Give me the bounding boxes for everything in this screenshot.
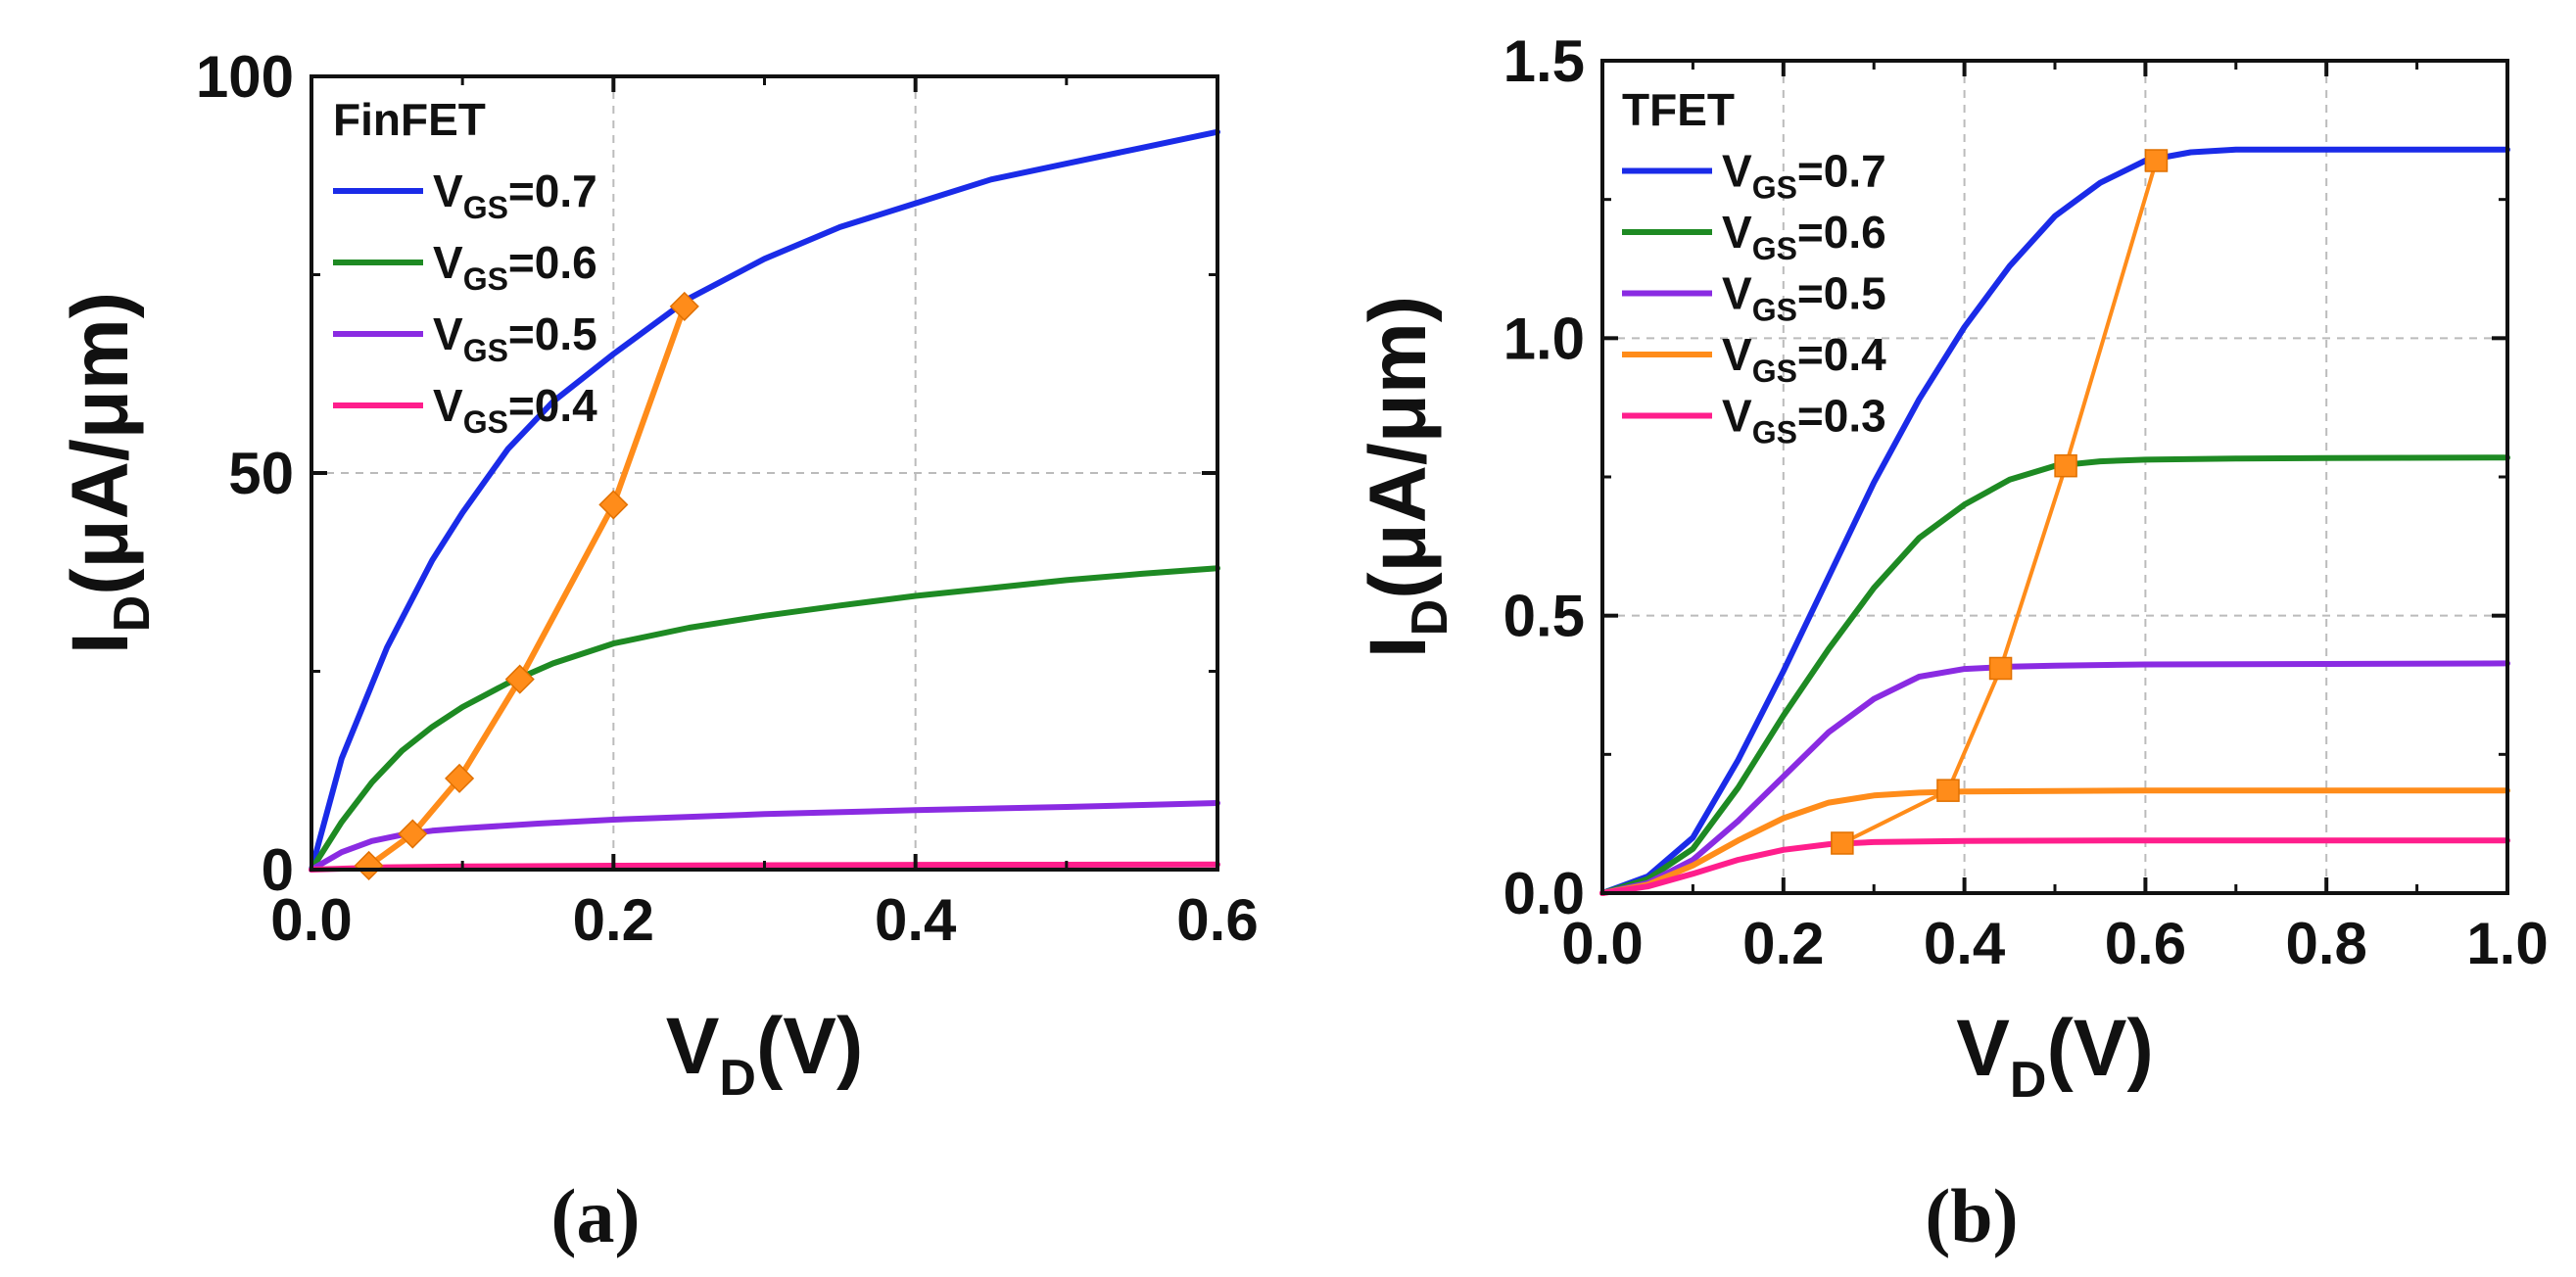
legend-entry-main: V [1722, 268, 1752, 319]
x-tick-label: 0.0 [1561, 911, 1643, 976]
x-tick-label: 0.2 [573, 887, 654, 953]
y-tick-label: 50 [228, 441, 294, 506]
legend-entry-value: =0.4 [1797, 329, 1886, 380]
legend-entry: VGS=0.5 [433, 308, 597, 368]
legend-entry-subscript: GS [463, 333, 508, 368]
legend-entry-value: =0.7 [508, 166, 597, 216]
legend-entry: VGS=0.5 [1722, 268, 1886, 328]
x-tick-label: 0.6 [2105, 911, 2186, 976]
legend-entry-main: V [433, 237, 463, 288]
legend-entry-value: =0.4 [508, 380, 597, 431]
marker-point [2054, 453, 2077, 478]
series-line-v-gs-0-6 [309, 565, 1220, 873]
marker-point [1936, 779, 1960, 802]
series-line-v-gs-0-5 [309, 800, 1220, 873]
marker-point [1988, 656, 2013, 681]
legend-entry-value: =0.6 [508, 237, 597, 288]
legend-entry-main: V [433, 166, 463, 216]
legend-entry-subscript: GS [1752, 354, 1797, 389]
legend-entry-main: V [433, 380, 463, 431]
series-line-v-gs-0-7 [1599, 146, 2510, 896]
x-axis-title-unit: (V) [2046, 1004, 2153, 1093]
x-tick-label: 0.4 [1924, 911, 2006, 976]
y-tick-label: 0.5 [1503, 584, 1585, 649]
series-line-v-gs-0-7 [309, 128, 1220, 873]
legend-entry-subscript: GS [1752, 293, 1797, 328]
x-axis-title-main: V [1956, 1004, 2010, 1093]
legend-entry: VGS=0.3 [1722, 391, 1886, 450]
legend-entry-main: V [1722, 391, 1752, 442]
x-tick-label: 1.0 [2466, 911, 2548, 976]
legend-entry: VGS=0.6 [1722, 207, 1886, 266]
y-axis-title: ID(μA/μm) [56, 292, 161, 654]
x-tick-label: 0.0 [270, 887, 352, 953]
legend-title: TFET [1622, 84, 1735, 135]
marker-point [398, 819, 428, 849]
y-axis-title-unit: (μA/μm) [56, 292, 145, 595]
legend-entry-main: V [1722, 207, 1752, 258]
panel-label: (a) [551, 1173, 641, 1258]
x-axis-title-subscript: D [719, 1050, 756, 1107]
legend-entry-value: =0.5 [1797, 268, 1886, 319]
x-tick-label: 0.8 [2285, 911, 2366, 976]
series-line-v-gs-0-5 [1599, 660, 2510, 896]
x-axis-title-main: V [666, 1002, 720, 1091]
legend-entry-subscript: GS [1752, 231, 1797, 266]
x-axis-title-unit: (V) [756, 1002, 863, 1091]
y-tick-label: 0.0 [1503, 861, 1585, 926]
chart-panel-b: 0.0 0.2 0.4 0.6 0.8 1.00.00.51.01.5VD(V)ID(μA… [1354, 28, 2549, 1258]
series-line-v-gs-0-6 [1599, 454, 2510, 896]
series-line-v-gs-0-4 [309, 861, 1220, 873]
marker-point [598, 490, 629, 520]
legend-entry: VGS=0.7 [1722, 146, 1886, 206]
chart-panel-a: 0.0 0.2 0.4 0.6050100VD(V)ID(μA/μm)FinFETVG… [56, 44, 1259, 1258]
x-axis-title: VD(V) [1956, 1004, 2154, 1109]
legend-entry-main: V [433, 308, 463, 359]
y-tick-label: 100 [196, 44, 294, 110]
y-axis-title-main: I [56, 632, 145, 654]
marker-point [354, 850, 384, 881]
legend-entry: VGS=0.6 [433, 237, 597, 297]
x-tick-label: 0.2 [1742, 911, 1824, 976]
y-axis-title-main: I [1354, 636, 1443, 658]
legend-entry-value: =0.6 [1797, 207, 1886, 258]
y-axis-title: ID(μA/μm) [1354, 296, 1458, 658]
legend-entry-subscript: GS [463, 190, 508, 225]
x-axis-title-subscript: D [2010, 1052, 2047, 1109]
legend-entry-main: V [1722, 146, 1752, 197]
legend-title: FinFET [333, 94, 486, 145]
legend-entry: VGS=0.7 [433, 166, 597, 225]
x-tick-label: 0.4 [875, 887, 957, 953]
legend-entry-value: =0.3 [1797, 391, 1886, 442]
legend-entry-value: =0.7 [1797, 146, 1886, 197]
legend-entry-subscript: GS [463, 404, 508, 440]
x-axis-title: VD(V) [666, 1002, 864, 1107]
x-tick-label: 0.6 [1176, 887, 1258, 953]
panel-label: (b) [1925, 1173, 2018, 1258]
y-tick-label: 0 [262, 837, 294, 903]
legend-entry-value: =0.5 [508, 308, 597, 359]
marker-point [504, 664, 535, 694]
marker-point [669, 291, 699, 321]
legend-entry: VGS=0.4 [1722, 329, 1886, 389]
legend-entry-subscript: GS [463, 261, 508, 297]
series-line-v-gs-0-4 [1599, 787, 2510, 896]
y-axis-title-subscript: D [1402, 599, 1458, 637]
marker-point [2144, 149, 2169, 172]
legend-entry: VGS=0.4 [433, 380, 597, 440]
series-line-v-gs-0-3 [1599, 837, 2510, 896]
marker-point [445, 763, 475, 793]
y-tick-label: 1.0 [1503, 306, 1585, 371]
y-axis-title-subscript: D [104, 595, 161, 633]
legend-entry-main: V [1722, 329, 1752, 380]
legend-entry-subscript: GS [1752, 170, 1797, 206]
marker-point [1831, 831, 1854, 855]
y-axis-title-unit: (μA/μm) [1354, 296, 1443, 599]
y-tick-label: 1.5 [1503, 28, 1585, 94]
legend-entry-subscript: GS [1752, 415, 1797, 450]
